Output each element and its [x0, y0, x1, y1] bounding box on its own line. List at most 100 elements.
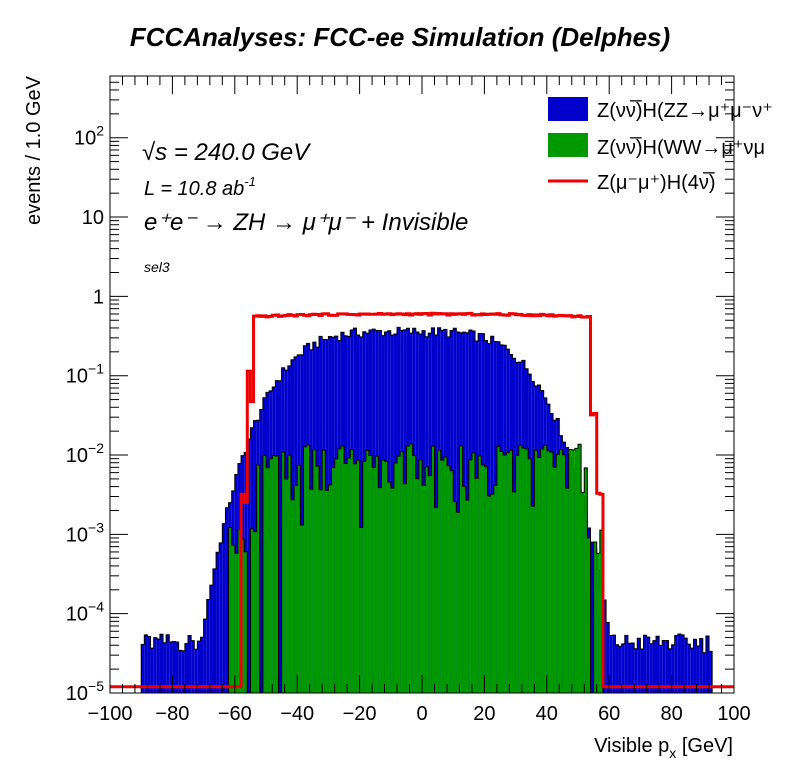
ww-histogram-bin [456, 512, 460, 693]
zz-histogram-bin [247, 439, 251, 693]
axis-layer: −100 −80 −60 −40 −20 0 20 40 60 80 100 10−5 10−4 10−3… [66, 75, 751, 725]
ww-histogram-bin [540, 448, 544, 693]
ww-histogram-bin [406, 446, 410, 693]
zz-histogram-bin [188, 635, 192, 693]
ww-histogram-bin [512, 491, 516, 693]
zz-histogram-bin [359, 336, 363, 693]
zz-histogram-bin [222, 523, 226, 693]
ww-histogram-bin [344, 463, 348, 693]
ww-histogram-bin [524, 448, 529, 693]
zz-histogram-bin [216, 552, 220, 693]
ww-histogram-bin [506, 452, 510, 693]
zz-histogram-bin [699, 638, 703, 693]
ww-histogram-bin [356, 460, 360, 693]
ww-histogram-bin [237, 529, 242, 693]
zz-histogram-bin [219, 542, 223, 693]
x-tick-label: −100 [87, 703, 132, 725]
ww-histogram-bin [493, 485, 497, 693]
zz-histogram-bin [646, 637, 650, 693]
zz-histogram-bin [191, 640, 195, 693]
ww-histogram-bin [478, 455, 482, 693]
zz-histogram-bin [225, 507, 229, 693]
ww-histogram-bin [553, 467, 557, 693]
sqrt-s-annotation: √s = 240.0 GeV [142, 139, 311, 166]
zz-histogram-bin [615, 644, 619, 693]
zz-histogram-bin [212, 568, 217, 693]
ww-histogram-bin [487, 496, 491, 693]
zz-histogram-bin [590, 542, 594, 693]
zz-histogram-bin [652, 640, 656, 693]
zz-histogram-bin [665, 640, 669, 693]
ww-histogram-bin [546, 450, 550, 693]
zz-histogram-bin [156, 638, 160, 693]
zz-histogram-bin [181, 650, 185, 693]
ww-histogram-bin [559, 449, 563, 693]
x-tick-label: 20 [473, 703, 495, 725]
ww-histogram-bin [440, 460, 444, 693]
ww-histogram-bin [359, 527, 363, 693]
ww-histogram-bin [500, 451, 504, 693]
zz-histogram-bin [606, 622, 610, 693]
zz-histogram-bin [687, 644, 691, 693]
ww-histogram-bin [468, 459, 472, 693]
ww-histogram-bin [322, 450, 326, 693]
ww-histogram-bin [431, 446, 435, 693]
zz-histogram-bin [150, 648, 154, 693]
ww-histogram-bin [294, 485, 298, 693]
ww-histogram-bin [496, 446, 500, 693]
ww-histogram-bin [290, 499, 295, 693]
y-axis-label: events / 1.0 GeV [23, 75, 45, 225]
zz-histogram-bin [203, 619, 207, 693]
x-tick-label: −40 [280, 703, 314, 725]
zz-histogram-bin [677, 633, 681, 693]
luminosity-annotation: L = 10.8 ab-1 [144, 174, 256, 200]
ww-histogram-bin [256, 464, 260, 693]
zz-histogram-bin [163, 642, 167, 693]
zz-histogram-bin [159, 634, 164, 693]
zz-histogram-bin [206, 599, 210, 693]
zz-histogram-bin [147, 636, 151, 693]
selection-annotation: sel3 [144, 259, 170, 275]
zz-histogram-bin [153, 637, 157, 693]
ww-histogram-bin [418, 459, 422, 693]
ww-histogram-bin [315, 466, 320, 693]
zz-histogram-outline [110, 326, 734, 694]
ww-histogram-bin [581, 492, 585, 693]
zz-histogram-bin [259, 409, 263, 693]
legend-label-zz: Z(νν̅)H(ZZ→μ⁺μ⁻ν⁺ [597, 99, 773, 122]
ww-histogram-bin [337, 448, 341, 693]
zz-histogram-bin [693, 639, 697, 693]
zz-histogram-bin [671, 644, 675, 693]
y-tick-label: 10−3 [66, 519, 104, 546]
ww-histogram-bin [297, 465, 301, 693]
y-tick-label: 1 [93, 286, 104, 308]
legend-swatch-zz [548, 97, 588, 121]
x-tick-label: −20 [343, 703, 377, 725]
zz-histogram-bin [696, 645, 700, 693]
zz-histogram-bin [175, 641, 179, 693]
ww-histogram-bin [378, 487, 382, 693]
y-tick-label: 10−5 [66, 678, 104, 705]
ww-histogram-bin [521, 448, 525, 693]
zz-histogram-bin [200, 637, 204, 693]
ww-histogram-bin [412, 455, 416, 693]
ww-histogram-bin [571, 449, 575, 693]
ww-histogram-bin [453, 501, 457, 693]
h4nu-histogram-line [110, 311, 734, 689]
zz-histogram-bin [141, 644, 145, 693]
ww-histogram-bin [409, 444, 413, 693]
ww-histogram-bin [490, 494, 494, 693]
zz-histogram-bin [609, 635, 613, 693]
ww-histogram-bin [306, 445, 310, 693]
ww-histogram-bin [422, 485, 426, 693]
legend-label-4nu: Z(μ⁻μ⁺)H(4ν̅) [597, 171, 716, 194]
ww-histogram-bin [281, 452, 285, 693]
process-annotation: e⁺e⁻ → ZH → μ⁺μ⁻ + Invisible [144, 209, 468, 236]
zz-histogram-bin [144, 634, 148, 693]
ww-histogram-bin [381, 460, 385, 693]
zz-histogram-bin [684, 638, 688, 693]
x-tick-label: 100 [717, 703, 750, 725]
zz-histogram-bin [602, 599, 607, 693]
ww-histogram-bin [368, 455, 373, 693]
ww-histogram-bin [312, 449, 316, 693]
